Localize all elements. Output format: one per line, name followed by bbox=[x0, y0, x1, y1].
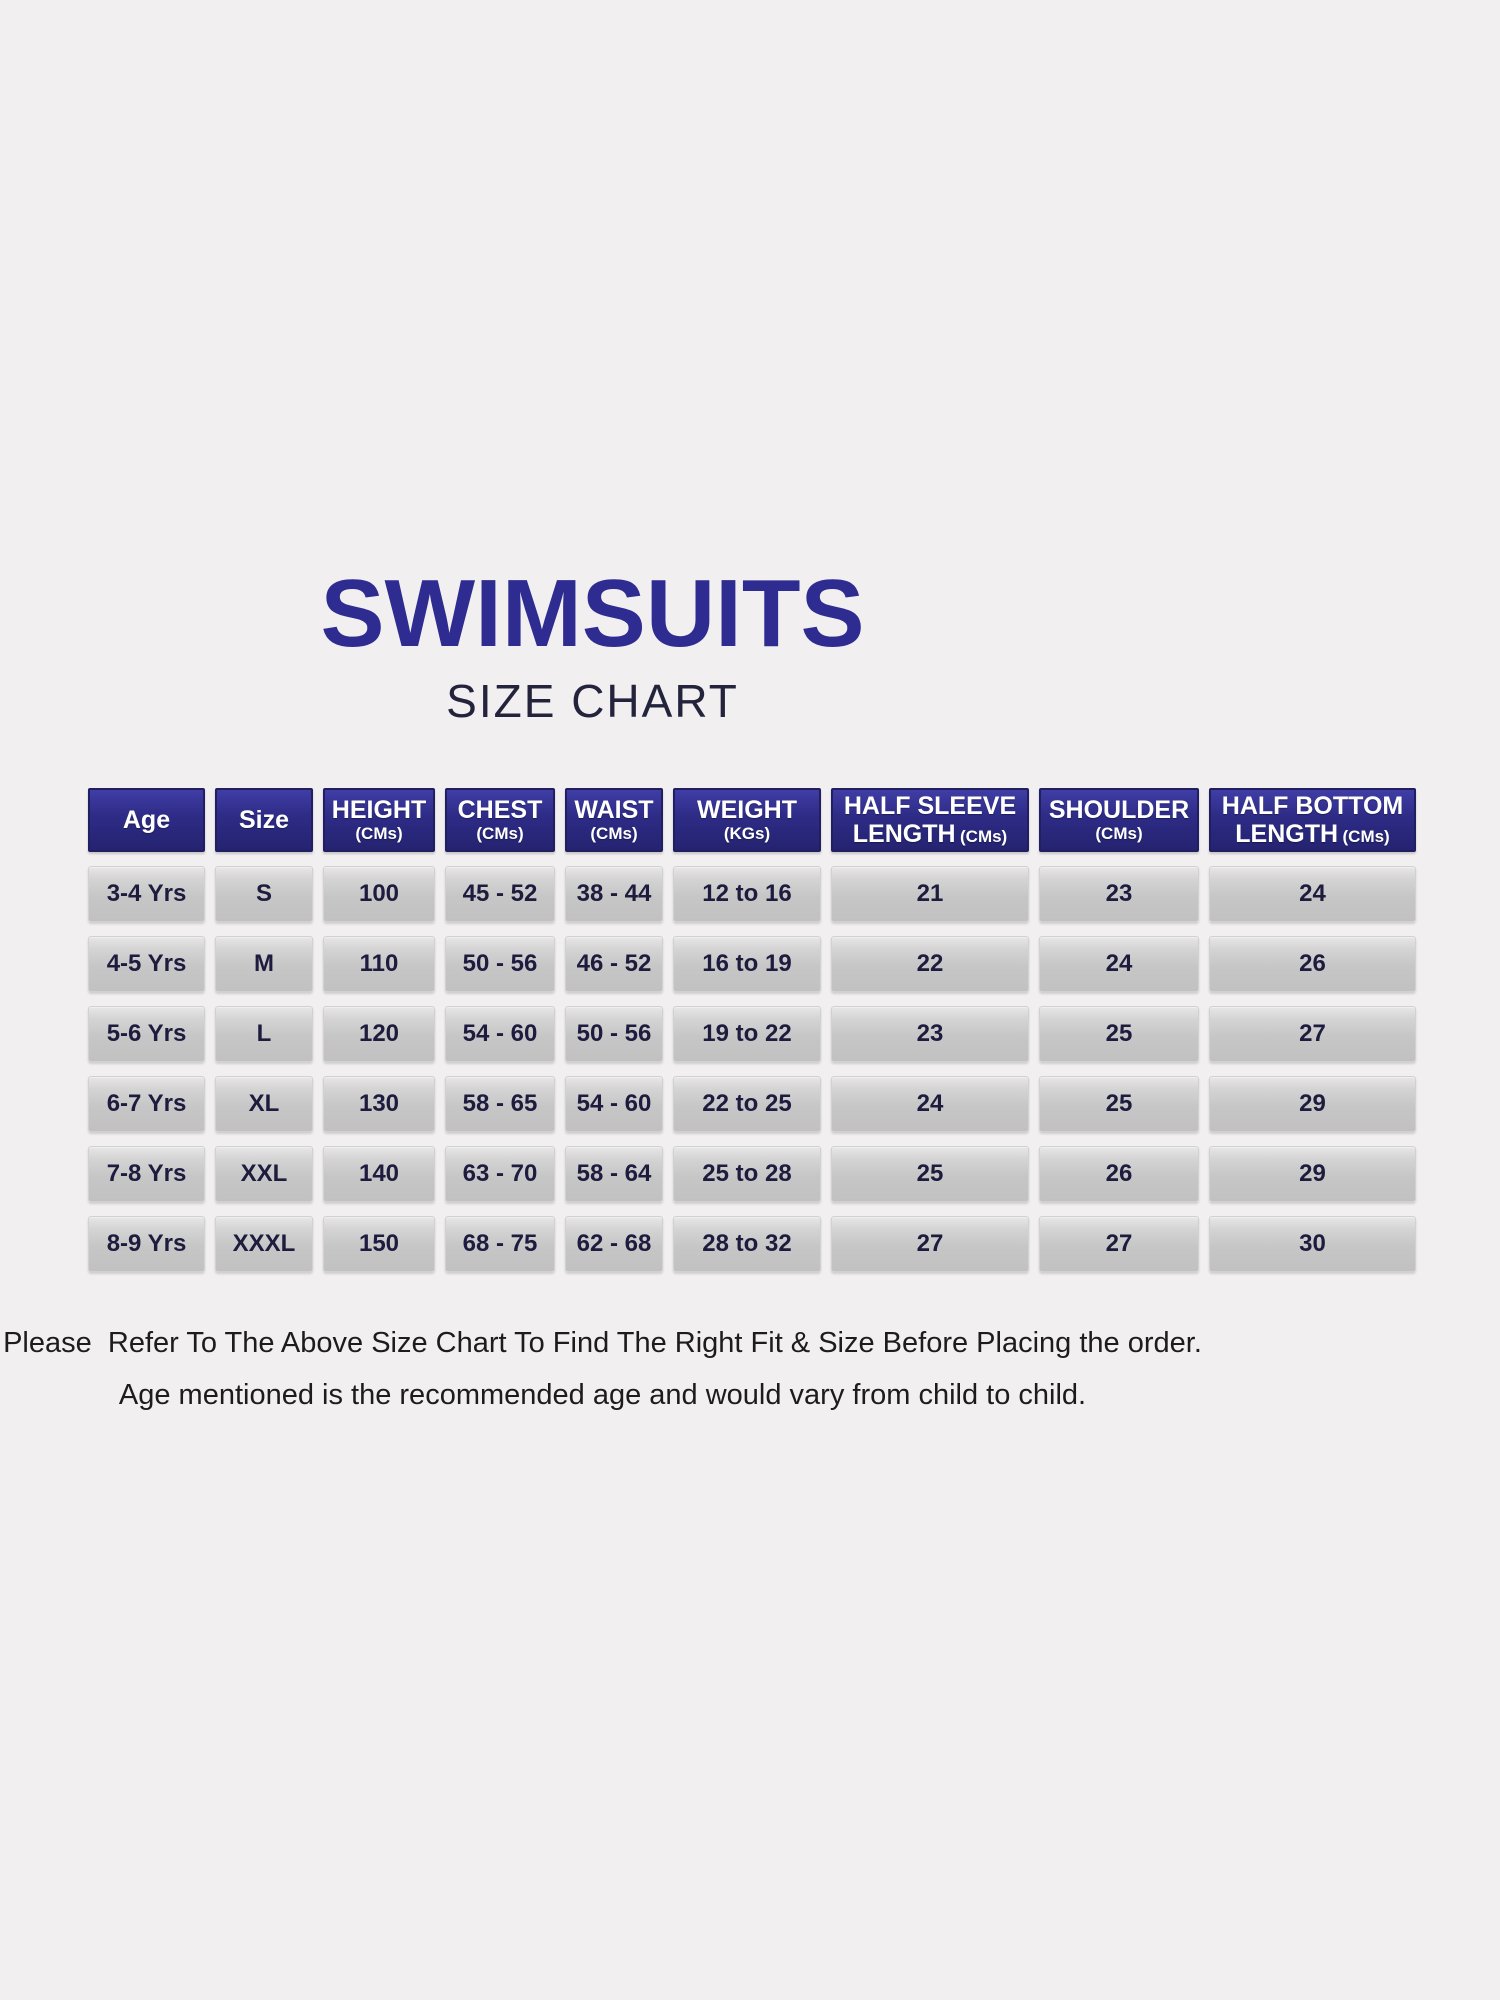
size-table: Age Size HEIGHT (CMs) CHEST (CMs) WAIST … bbox=[88, 788, 1416, 1286]
table-cell: 58 - 65 bbox=[445, 1076, 555, 1132]
table-cell: 25 to 28 bbox=[673, 1146, 821, 1202]
table-cell: 120 bbox=[323, 1006, 435, 1062]
table-cell: 100 bbox=[323, 866, 435, 922]
header-half-sleeve-length: HALF SLEEVE LENGTH (CMs) bbox=[831, 788, 1029, 852]
table-cell: 26 bbox=[1039, 1146, 1199, 1202]
table-cell: 19 to 22 bbox=[673, 1006, 821, 1062]
footer-line-2: Age mentioned is the recommended age and… bbox=[118, 1378, 1087, 1411]
table-row: 3-4 Yrs S 100 45 - 52 38 - 44 12 to 16 21 23 24 bbox=[88, 866, 1416, 922]
header-unit: (CMs) bbox=[1095, 824, 1143, 844]
table-cell: 21 bbox=[831, 866, 1029, 922]
table-cell: 140 bbox=[323, 1146, 435, 1202]
table-cell: 62 - 68 bbox=[565, 1216, 663, 1272]
table-cell: XL bbox=[215, 1076, 313, 1132]
header-label: WAIST bbox=[574, 796, 654, 825]
table-cell: 23 bbox=[831, 1006, 1029, 1062]
page-subtitle: SIZE CHART bbox=[446, 675, 739, 727]
header-label: CHEST bbox=[457, 796, 543, 825]
table-cell: 4-5 Yrs bbox=[88, 936, 205, 992]
table-cell: 110 bbox=[323, 936, 435, 992]
header-waist: WAIST (CMs) bbox=[565, 788, 663, 852]
table-cell: 68 - 75 bbox=[445, 1216, 555, 1272]
header-shoulder: SHOULDER (CMs) bbox=[1039, 788, 1199, 852]
table-cell: 25 bbox=[1039, 1006, 1199, 1062]
table-cell: XXL bbox=[215, 1146, 313, 1202]
table-cell: 25 bbox=[831, 1146, 1029, 1202]
table-cell: 23 bbox=[1039, 866, 1199, 922]
table-cell: XXXL bbox=[215, 1216, 313, 1272]
footer-notes: Please Refer To The Above Size Chart To … bbox=[0, 1326, 1205, 1430]
header-unit: (CMs) bbox=[355, 824, 403, 844]
table-cell: 150 bbox=[323, 1216, 435, 1272]
table-cell: 50 - 56 bbox=[565, 1006, 663, 1062]
table-cell: 50 - 56 bbox=[445, 936, 555, 992]
table-cell: 16 to 19 bbox=[673, 936, 821, 992]
header-unit: (CMs) bbox=[476, 824, 524, 844]
table-cell: 24 bbox=[1209, 866, 1416, 922]
table-cell: L bbox=[215, 1006, 313, 1062]
table-cell: 63 - 70 bbox=[445, 1146, 555, 1202]
table-cell: 27 bbox=[1209, 1006, 1416, 1062]
table-cell: 46 - 52 bbox=[565, 936, 663, 992]
header-label: HEIGHT bbox=[331, 796, 427, 825]
table-cell: 3-4 Yrs bbox=[88, 866, 205, 922]
table-cell: 12 to 16 bbox=[673, 866, 821, 922]
header-half-bottom-length: HALF BOTTOM LENGTH (CMs) bbox=[1209, 788, 1416, 852]
table-cell: 130 bbox=[323, 1076, 435, 1132]
header-size: Size bbox=[215, 788, 313, 852]
header-label: Size bbox=[238, 806, 290, 834]
table-cell: M bbox=[215, 936, 313, 992]
table-rows: 3-4 Yrs S 100 45 - 52 38 - 44 12 to 16 21 23 24 4… bbox=[88, 866, 1416, 1272]
table-cell: 22 to 25 bbox=[673, 1076, 821, 1132]
table-row: 7-8 Yrs XXL 140 63 - 70 58 - 64 25 to 28 25 26 2… bbox=[88, 1146, 1416, 1202]
table-row: 5-6 Yrs L 120 54 - 60 50 - 56 19 to 22 23 25 27 bbox=[88, 1006, 1416, 1062]
table-cell: 30 bbox=[1209, 1216, 1416, 1272]
page-title: SWIMSUITS bbox=[320, 560, 865, 667]
header-label: WEIGHT bbox=[697, 796, 797, 825]
table-cell: 29 bbox=[1209, 1076, 1416, 1132]
table-row: 6-7 Yrs XL 130 58 - 65 54 - 60 22 to 25 24 25 29 bbox=[88, 1076, 1416, 1132]
footer-line-1: Please Refer To The Above Size Chart To … bbox=[3, 1327, 1202, 1359]
header-unit: (CMs) bbox=[590, 824, 638, 844]
table-cell: 6-7 Yrs bbox=[88, 1076, 205, 1132]
table-cell: 22 bbox=[831, 936, 1029, 992]
header-unit: (CMs) bbox=[1342, 827, 1390, 846]
header-age: Age bbox=[88, 788, 205, 852]
table-row: 4-5 Yrs M 110 50 - 56 46 - 52 16 to 19 22 24 26 bbox=[88, 936, 1416, 992]
title-block: SWIMSUITS SIZE CHART bbox=[0, 560, 1185, 727]
table-cell: 54 - 60 bbox=[565, 1076, 663, 1132]
table-cell: 24 bbox=[831, 1076, 1029, 1132]
table-cell: S bbox=[215, 866, 313, 922]
header-weight: WEIGHT (KGs) bbox=[673, 788, 821, 852]
table-cell: 7-8 Yrs bbox=[88, 1146, 205, 1202]
table-cell: 58 - 64 bbox=[565, 1146, 663, 1202]
header-unit: (KGs) bbox=[723, 824, 771, 844]
table-cell: 27 bbox=[831, 1216, 1029, 1272]
table-row: 8-9 Yrs XXXL 150 68 - 75 62 - 68 28 to 32 27 27… bbox=[88, 1216, 1416, 1272]
header-label: SHOULDER bbox=[1048, 796, 1190, 825]
table-cell: 5-6 Yrs bbox=[88, 1006, 205, 1062]
table-cell: 45 - 52 bbox=[445, 866, 555, 922]
header-label: HALF SLEEVE LENGTH bbox=[843, 792, 1017, 848]
table-cell: 26 bbox=[1209, 936, 1416, 992]
table-cell: 28 to 32 bbox=[673, 1216, 821, 1272]
table-cell: 24 bbox=[1039, 936, 1199, 992]
table-cell: 54 - 60 bbox=[445, 1006, 555, 1062]
header-unit: (CMs) bbox=[960, 827, 1008, 846]
header-chest: CHEST (CMs) bbox=[445, 788, 555, 852]
table-cell: 25 bbox=[1039, 1076, 1199, 1132]
table-cell: 8-9 Yrs bbox=[88, 1216, 205, 1272]
table-cell: 38 - 44 bbox=[565, 866, 663, 922]
table-cell: 29 bbox=[1209, 1146, 1416, 1202]
table-cell: 27 bbox=[1039, 1216, 1199, 1272]
header-label: Age bbox=[122, 806, 171, 834]
header-height: HEIGHT (CMs) bbox=[323, 788, 435, 852]
table-header-row: Age Size HEIGHT (CMs) CHEST (CMs) WAIST … bbox=[88, 788, 1416, 852]
header-label: HALF BOTTOM LENGTH bbox=[1221, 792, 1404, 848]
